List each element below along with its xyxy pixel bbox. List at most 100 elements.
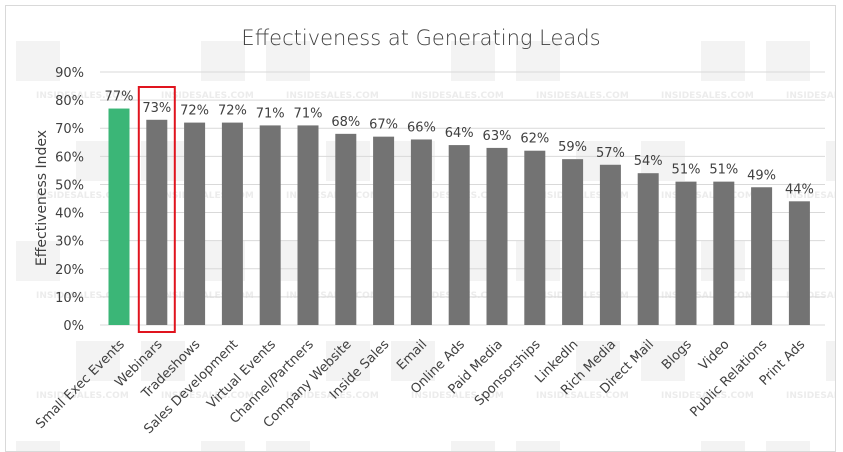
bar [751, 187, 773, 325]
data-label: 72% [180, 104, 209, 119]
y-tick-label: 90% [55, 66, 84, 81]
watermark-block [201, 441, 245, 451]
watermark-text: INSIDESALES.COM [36, 91, 129, 101]
data-label: 73% [142, 101, 171, 116]
y-tick-label: 40% [55, 207, 84, 222]
watermark-block [16, 441, 60, 451]
watermark-block [201, 41, 245, 81]
data-label: 57% [596, 146, 625, 161]
watermark-block [766, 441, 810, 451]
x-axis-labels: Small Exec EventsWebinarsTradeshowsSales… [33, 337, 808, 437]
watermark-text: INSIDESALES.COM [786, 291, 835, 301]
watermark-text: INSIDESALES.COM [36, 191, 129, 201]
watermark-block [16, 241, 60, 281]
watermark-block [576, 341, 620, 381]
watermark-block [766, 41, 810, 81]
bar [562, 159, 584, 325]
watermark-text: INSIDESALES.COM [661, 191, 754, 201]
watermark-block [391, 341, 435, 381]
bar [448, 145, 470, 325]
watermark-text: INSIDESALES.COM [286, 291, 379, 301]
chart-title: Effectiveness at Generating Leads [241, 26, 600, 50]
data-label: 51% [672, 163, 701, 178]
watermark-text: INSIDESALES.COM [786, 391, 835, 401]
watermark-block [641, 341, 685, 381]
x-tick-label: Sponsorships [472, 337, 544, 409]
x-tick-label: Video [696, 337, 732, 373]
watermark-text: INSIDESALES.COM [661, 291, 754, 301]
data-label: 54% [634, 154, 663, 169]
chart-frame: INSIDESALES.COM INSIDESALES.COM INSIDESALE… [5, 5, 836, 452]
watermark-text: INSIDESALES.COM [411, 391, 504, 401]
watermark-text: INSIDESALES.COM [286, 91, 379, 101]
y-tick-label: 60% [55, 150, 84, 165]
watermark-block [16, 41, 60, 81]
bar [713, 181, 735, 325]
data-label: 67% [369, 118, 398, 133]
bar [297, 125, 319, 326]
watermark-block [451, 441, 495, 451]
watermark-block [266, 41, 310, 81]
watermark-text: INSIDESALES.COM [411, 91, 504, 101]
data-label: 64% [445, 126, 474, 141]
watermark-block [516, 441, 560, 451]
y-tick-label: 10% [55, 291, 84, 306]
data-label: 66% [407, 120, 436, 135]
watermark-text: INSIDESALES.COM [36, 391, 129, 401]
y-tick-label: 70% [55, 122, 84, 137]
bar [373, 136, 395, 325]
data-label: 71% [294, 106, 323, 121]
watermark-block [451, 41, 495, 81]
bars [108, 108, 810, 326]
watermark-block [701, 41, 745, 81]
data-label: 44% [785, 182, 814, 197]
data-label: 72% [218, 104, 247, 119]
bar [146, 119, 168, 326]
x-tick-label: Small Exec Events [33, 337, 128, 432]
data-label: 49% [747, 168, 776, 183]
x-tick-label: Blogs [659, 337, 695, 373]
watermark-block [326, 341, 370, 381]
data-label: 62% [520, 132, 549, 147]
data-label: 71% [256, 106, 285, 121]
y-tick-label: 30% [55, 235, 84, 250]
bar [259, 125, 281, 326]
watermark-block [516, 41, 560, 81]
watermark-text: INSIDESALES.COM [161, 291, 254, 301]
watermark-block [76, 341, 120, 381]
highlight-outline-box [137, 86, 176, 333]
y-tick-label: 0% [63, 319, 84, 334]
watermark-block [141, 341, 185, 381]
bar [637, 173, 659, 325]
data-label: 77% [105, 90, 134, 105]
data-label: 59% [558, 140, 587, 155]
data-label: 51% [709, 163, 738, 178]
watermark-text: INSIDESALES.COM [661, 91, 754, 101]
watermark-block [826, 141, 835, 181]
bar [486, 147, 508, 325]
watermark-block [701, 441, 745, 451]
bar [221, 122, 243, 325]
bar [410, 139, 432, 325]
bar [108, 108, 130, 326]
bar [788, 201, 810, 325]
x-tick-label: Email [394, 337, 430, 373]
y-tick-label: 80% [55, 94, 84, 109]
bar [524, 150, 546, 325]
bar [335, 133, 357, 325]
watermark-text: INSIDESALES.COM [161, 91, 254, 101]
watermark-text: INSIDESALES.COM [286, 391, 379, 401]
watermark-text: INSIDESALES.COM [161, 391, 254, 401]
watermark-block [826, 341, 835, 381]
y-tick-label: 50% [55, 178, 84, 193]
watermark-text: INSIDESALES.COM [36, 291, 129, 301]
watermark-text: INSIDESALES.COM [536, 391, 629, 401]
y-tick-label: 20% [55, 263, 84, 278]
data-label: 68% [331, 115, 360, 130]
bar [675, 181, 697, 325]
data-labels: 77% 73% 72% 72% 71% 71% 68% 67% 66% 64% 63% 62% 59% 5… [105, 90, 814, 198]
bar [599, 164, 621, 325]
bar [184, 122, 206, 325]
y-axis-ticks: 0% 10% 20% 30% 40% 50% 60% 70% 80% 90% [55, 66, 84, 334]
